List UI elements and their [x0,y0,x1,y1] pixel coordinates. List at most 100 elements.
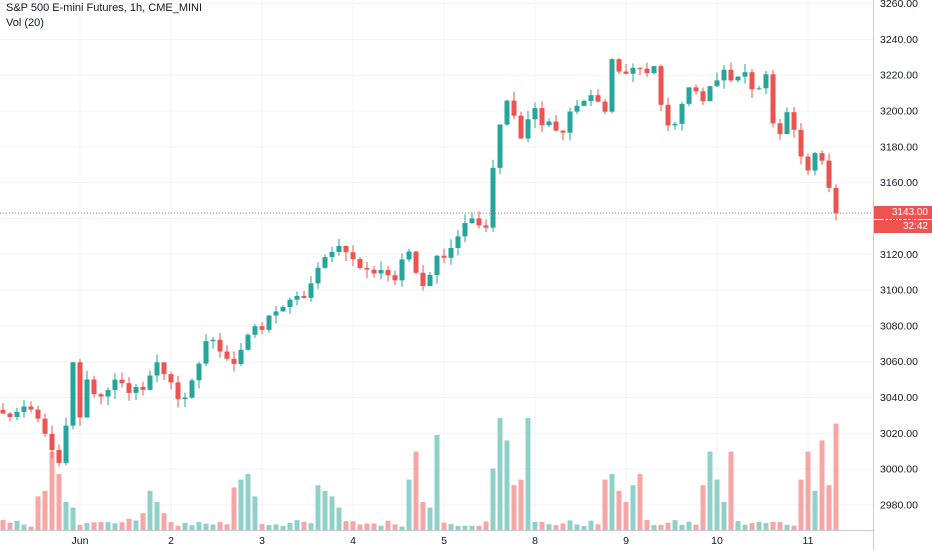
candle-body[interactable] [189,380,195,398]
candle-body[interactable] [490,167,496,228]
candle-body[interactable] [35,409,41,419]
candle-body[interactable] [602,101,608,112]
candle-body[interactable] [385,270,391,276]
candle-body[interactable] [826,160,832,188]
candle-body[interactable] [518,115,524,139]
candle-body[interactable] [420,272,426,287]
candle-body[interactable] [245,334,251,350]
candle-body[interactable] [553,121,559,131]
candle-body[interactable] [224,351,230,359]
candle-body[interactable] [322,257,328,268]
candle-body[interactable] [350,252,356,260]
candle-body[interactable] [462,223,468,237]
candle-body[interactable] [126,383,132,393]
candle-body[interactable] [133,386,139,393]
candle-body[interactable] [259,326,265,330]
candle-body[interactable] [28,406,34,410]
candle-body[interactable] [56,449,62,463]
candle-body[interactable] [98,394,104,397]
candle-body[interactable] [567,111,573,133]
candle-body[interactable] [658,66,664,105]
candle-body[interactable] [532,108,538,120]
candle-body[interactable] [427,274,433,287]
candle-body[interactable] [266,315,272,330]
candle-body[interactable] [616,59,622,72]
candle-body[interactable] [651,66,657,74]
candle-body[interactable] [168,374,174,383]
candle-body[interactable] [315,267,321,284]
candle-body[interactable] [406,251,412,260]
candle-body[interactable] [511,100,517,116]
candle-body[interactable] [280,306,286,312]
candle-body[interactable] [476,218,482,226]
candle-body[interactable] [637,67,643,69]
candle-body[interactable] [686,87,692,104]
candle-body[interactable] [308,283,314,298]
candle-body[interactable] [357,259,363,269]
candle-body[interactable] [497,124,503,168]
candle-body[interactable] [763,74,769,89]
candle-body[interactable] [210,339,216,342]
candle-body[interactable] [644,68,650,74]
candle-body[interactable] [595,95,601,102]
candle-body[interactable] [630,67,636,74]
candle-body[interactable] [203,341,209,364]
candle-body[interactable] [21,406,27,412]
candle-body[interactable] [161,362,167,375]
candle-body[interactable] [91,379,97,395]
candle-body[interactable] [343,245,349,253]
candle-body[interactable] [84,379,90,418]
candle-body[interactable] [742,72,748,77]
candle-body[interactable] [819,153,825,161]
candle-body[interactable] [833,187,839,214]
candle-body[interactable] [217,339,223,352]
candle-body[interactable] [238,349,244,364]
candle-body[interactable] [301,295,307,298]
candle-body[interactable] [784,112,790,135]
candle-body[interactable] [770,74,776,124]
candle-body[interactable] [721,69,727,81]
candle-body[interactable] [469,218,475,224]
candle-body[interactable] [140,386,146,390]
candle-body[interactable] [112,379,118,391]
candle-body[interactable] [77,362,83,418]
candle-body[interactable] [175,382,181,400]
candle-body[interactable] [147,375,153,390]
candle-body[interactable] [252,326,258,335]
candle-body[interactable] [756,88,762,90]
candle-body[interactable] [539,108,545,126]
candle-body[interactable] [364,268,370,270]
candle-body[interactable] [609,59,615,112]
candle-body[interactable] [231,358,237,364]
candle-body[interactable] [672,123,678,126]
candle-body[interactable] [679,103,685,124]
candle-body[interactable] [455,236,461,248]
candle-body[interactable] [336,245,342,252]
candle-body[interactable] [119,379,125,384]
candle-body[interactable] [588,95,594,101]
candle-body[interactable] [728,69,734,81]
candle-body[interactable] [329,251,335,258]
candle-body[interactable] [378,270,384,274]
candle-body[interactable] [805,156,811,171]
candle-body[interactable] [14,411,20,417]
candle-body[interactable] [693,87,699,92]
candle-body[interactable] [574,105,580,112]
candle-body[interactable] [182,397,188,400]
candle-body[interactable] [392,275,398,281]
candle-body[interactable] [49,433,55,450]
candle-body[interactable] [441,255,447,258]
candle-body[interactable] [7,413,13,417]
candle-body[interactable] [287,299,293,307]
candle-body[interactable] [581,100,587,106]
candle-body[interactable] [700,91,706,102]
candle-body[interactable] [812,153,818,171]
candle-body[interactable] [63,425,69,463]
candle-body[interactable] [434,255,440,275]
candle-body[interactable] [791,112,797,130]
candle-body[interactable] [735,76,741,81]
candle-body[interactable] [623,71,629,74]
candle-body[interactable] [70,362,76,426]
